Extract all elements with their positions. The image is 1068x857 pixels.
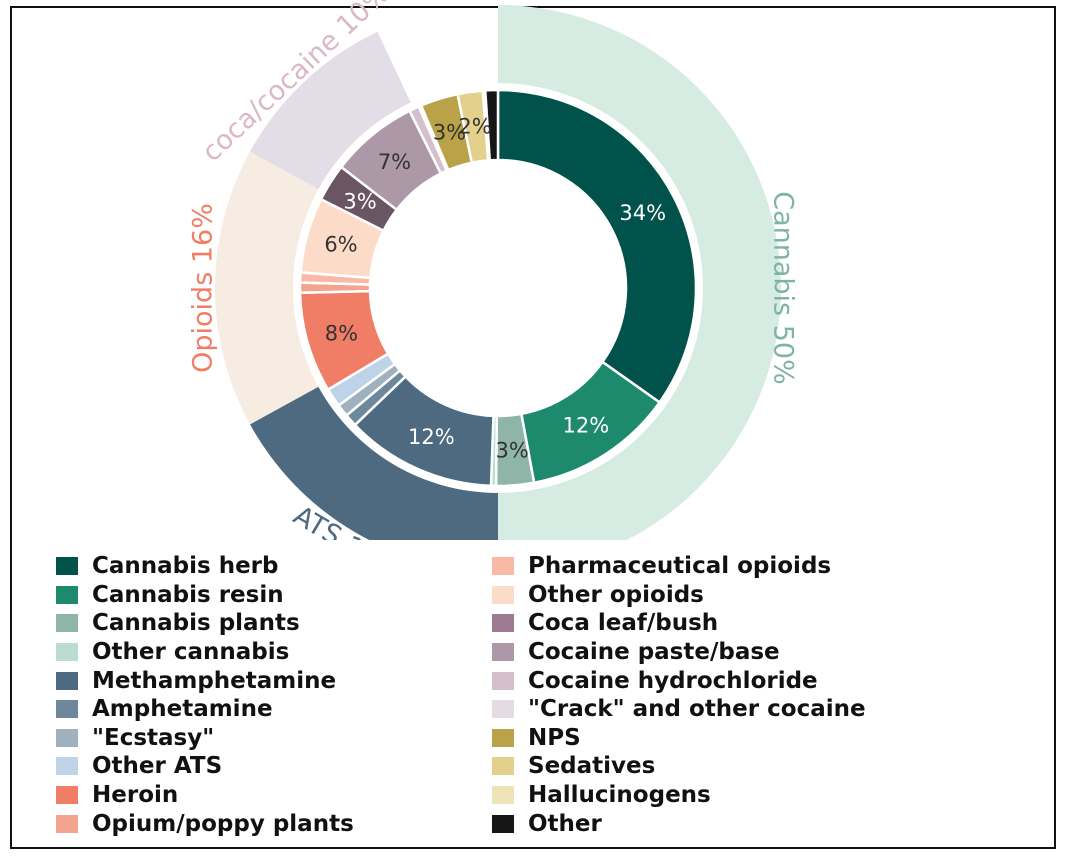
legend-column-left: Cannabis herb Cannabis resin Cannabis plan… — [56, 552, 354, 838]
legend-swatch — [56, 671, 78, 690]
slice-label-other-opioids: 6% — [324, 232, 357, 256]
legend-item-cannabis-plants: Cannabis plants — [56, 609, 354, 638]
legend-label: Cannabis herb — [92, 553, 279, 580]
legend-swatch — [492, 643, 514, 662]
legend-label: Heroin — [92, 782, 179, 809]
slice-label-cannabis-herb: 34% — [619, 201, 666, 225]
legend-label: Amphetamine — [92, 696, 273, 723]
slice-other — [483, 88, 500, 162]
legend-item-opium-poppy-plants: Opium/poppy plants — [56, 809, 354, 838]
legend-swatch — [492, 614, 514, 633]
group-arc-ats — [250, 386, 498, 540]
legend-column-right: Pharmaceutical opioids Other opioids Coca … — [492, 552, 866, 838]
slice-cannabis-herb — [496, 88, 698, 405]
slice-label-heroin: 8% — [325, 321, 358, 345]
legend-item-other-ats: Other ATS — [56, 752, 354, 781]
group-arc-coca-cocaine — [250, 31, 411, 190]
legend-label: "Ecstasy" — [92, 724, 215, 751]
legend-swatch — [492, 814, 514, 833]
legend-swatch — [492, 671, 514, 690]
slice-label-sedatives: 2% — [458, 115, 491, 139]
legend-item-ecstasy: "Ecstasy" — [56, 724, 354, 753]
legend-swatch — [56, 814, 78, 833]
legend-item-crack-and-other-cocaine: "Crack" and other cocaine — [492, 695, 866, 724]
legend-swatch — [492, 585, 514, 604]
legend-swatch — [492, 557, 514, 576]
legend-label: Other cannabis — [92, 639, 290, 666]
legend-label: Cocaine hydrochloride — [528, 667, 818, 694]
legend-swatch — [492, 786, 514, 805]
group-label-cannabis: Cannabis 50% — [768, 191, 799, 384]
legend-item-other-cannabis: Other cannabis — [56, 638, 354, 667]
legend-swatch — [492, 757, 514, 776]
legend-label: Other — [528, 810, 602, 837]
legend-item-cocaine-hydrochloride: Cocaine hydrochloride — [492, 666, 866, 695]
legend-label: Other ATS — [92, 753, 223, 780]
legend-swatch — [56, 557, 78, 576]
legend-label: Pharmaceutical opioids — [528, 553, 832, 580]
group-label-opioids: Opioids 16% — [188, 203, 219, 373]
legend-item-cocaine-paste-base: Cocaine paste/base — [492, 638, 866, 667]
legend-item-hallucinogens: Hallucinogens — [492, 781, 866, 810]
legend-label: Methamphetamine — [92, 667, 337, 694]
legend-label: NPS — [528, 724, 581, 751]
legend-swatch — [56, 643, 78, 662]
legend-label: Hallucinogens — [528, 782, 711, 809]
outer-ring — [214, 5, 781, 540]
slice-label-cocaine-paste-base: 7% — [378, 150, 411, 174]
legend-swatch — [56, 614, 78, 633]
legend-item-cannabis-resin: Cannabis resin — [56, 581, 354, 610]
legend-swatch — [492, 728, 514, 747]
slice-label-coca-leaf-bush: 3% — [343, 189, 376, 213]
legend-label: Sedatives — [528, 753, 656, 780]
legend-item-cannabis-herb: Cannabis herb — [56, 552, 354, 581]
legend-item-coca-leaf-bush: Coca leaf/bush — [492, 609, 866, 638]
legend-item-other-opioids: Other opioids — [492, 581, 866, 610]
legend-swatch — [56, 728, 78, 747]
legend-item-heroin: Heroin — [56, 781, 354, 810]
legend-swatch — [56, 700, 78, 719]
legend-swatch — [492, 700, 514, 719]
inner-ring — [298, 88, 698, 488]
inner-ring-labels: 34%12%3%12%8%6%3%7%3%2% — [324, 115, 666, 463]
slice-label-nps: 3% — [433, 120, 466, 144]
legend-label: Cannabis plants — [92, 610, 300, 637]
legend-swatch — [56, 757, 78, 776]
slice-label-methamphetamine: 12% — [408, 425, 455, 449]
legend-label: Coca leaf/bush — [528, 610, 719, 637]
donut-chart: 34%12%3%12%8%6%3%7%3%2% Cannabis 50%ATS … — [188, 0, 799, 540]
slice-label-cannabis-resin: 12% — [562, 413, 609, 437]
legend-item-pharmaceutical-opioids: Pharmaceutical opioids — [492, 552, 866, 581]
legend-label: Opium/poppy plants — [92, 810, 354, 837]
legend-item-other: Other — [492, 809, 866, 838]
legend-item-sedatives: Sedatives — [492, 752, 866, 781]
slice-label-cannabis-plants: 3% — [495, 438, 528, 462]
legend-label: "Crack" and other cocaine — [528, 696, 866, 723]
legend-item-amphetamine: Amphetamine — [56, 695, 354, 724]
legend-item-nps: NPS — [492, 724, 866, 753]
legend-item-methamphetamine: Methamphetamine — [56, 666, 354, 695]
legend-label: Other opioids — [528, 581, 704, 608]
legend-label: Cocaine paste/base — [528, 639, 780, 666]
legend-swatch — [56, 786, 78, 805]
group-arc-opioids — [214, 151, 319, 425]
legend-label: Cannabis resin — [92, 581, 284, 608]
group-arc-cannabis — [498, 5, 781, 540]
legend-swatch — [56, 585, 78, 604]
